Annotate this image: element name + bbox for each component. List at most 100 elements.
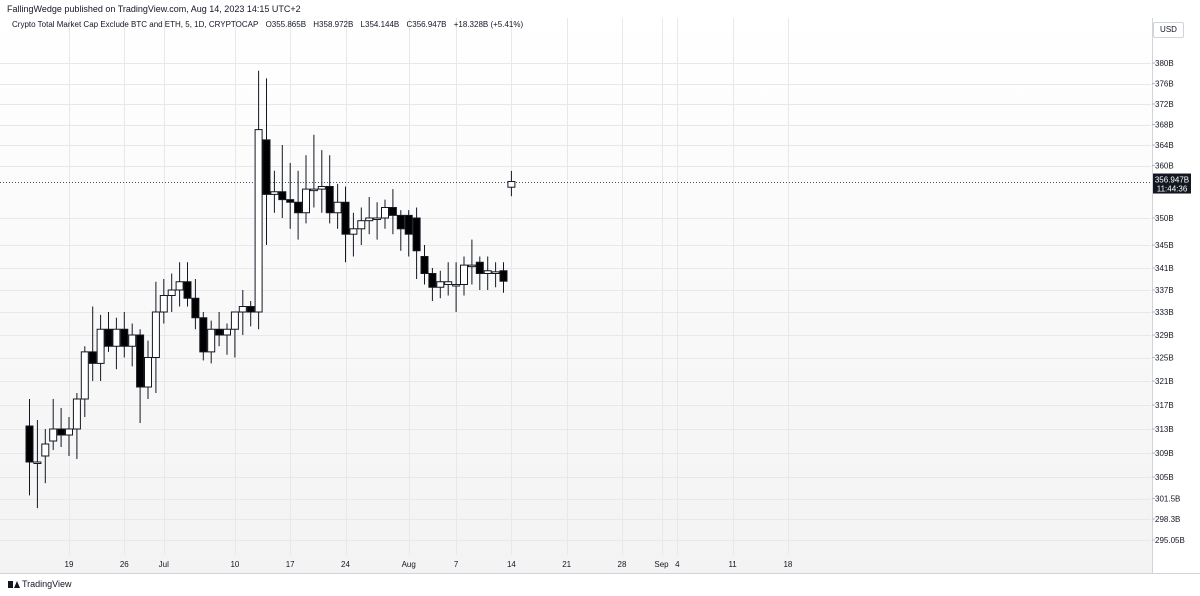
x-tick-label: 28 (618, 560, 627, 569)
candle-body[interactable] (167, 289, 176, 296)
candle-body[interactable] (65, 428, 73, 436)
candle-body[interactable] (452, 284, 461, 287)
x-tick-label: 11 (728, 560, 737, 569)
candle-body[interactable] (373, 217, 382, 220)
y-tick-label: 360B (1155, 162, 1174, 171)
y-tick-label: 309B (1155, 449, 1174, 458)
candle-body[interactable] (72, 398, 81, 430)
candle-body[interactable] (499, 270, 508, 282)
x-tick-label: 24 (341, 560, 350, 569)
candle-body[interactable] (467, 264, 476, 268)
candle-body[interactable] (420, 256, 429, 274)
x-tick-label: 4 (675, 560, 680, 569)
bar-countdown: 11:44:36 (1157, 185, 1188, 194)
candle-body[interactable] (191, 297, 200, 319)
candle-body[interactable] (175, 281, 184, 291)
candle-body[interactable] (412, 217, 421, 252)
candle-body[interactable] (159, 295, 168, 313)
candle-body[interactable] (388, 207, 397, 216)
candle-body[interactable] (144, 357, 152, 388)
candle-body[interactable] (333, 201, 342, 214)
candle-body[interactable] (286, 199, 295, 203)
last-price-value: 356.947B (1155, 176, 1189, 185)
y-tick-label: 325B (1155, 354, 1174, 363)
y-tick-label: 350B (1155, 214, 1174, 223)
candle-body[interactable] (104, 328, 113, 347)
low-value: L354.144B (360, 20, 400, 29)
candle-body[interactable] (262, 139, 271, 195)
candle-body[interactable] (96, 328, 105, 364)
x-tick-label: 18 (783, 560, 792, 569)
candle-body[interactable] (88, 351, 97, 364)
candle-body[interactable] (341, 201, 350, 235)
y-tick-label: 333B (1155, 308, 1174, 317)
y-tick-label: 368B (1155, 121, 1174, 130)
footer-brand: TradingView (22, 579, 72, 589)
currency-button[interactable]: USD (1153, 22, 1184, 38)
candle-body[interactable] (428, 273, 437, 288)
candle-body[interactable] (483, 270, 492, 274)
candle-body[interactable] (41, 443, 50, 457)
candle-body[interactable] (460, 264, 468, 285)
candle-body[interactable] (507, 181, 516, 188)
candle-body[interactable] (120, 328, 129, 347)
candle-body[interactable] (309, 188, 318, 192)
y-tick-label: 321B (1155, 377, 1174, 386)
candle-body[interactable] (128, 334, 137, 347)
y-tick-label: 317B (1155, 401, 1174, 410)
candle-body[interactable] (444, 281, 453, 285)
candle-body[interactable] (317, 186, 326, 190)
chart-background (0, 18, 1152, 573)
y-tick-label: 345B (1155, 241, 1174, 250)
candle-body[interactable] (199, 317, 208, 353)
x-tick-label: 21 (562, 560, 571, 569)
candle-body[interactable] (436, 281, 445, 288)
y-tick-label: 372B (1155, 100, 1174, 109)
candle-body[interactable] (404, 214, 413, 235)
y-tick-label: 295.05B (1155, 536, 1185, 545)
x-tick-label: Aug (402, 560, 416, 569)
candle-body[interactable] (491, 271, 500, 275)
x-tick-label: Sep (654, 560, 669, 569)
y-tick-label: 376B (1155, 80, 1174, 89)
candle-body[interactable] (270, 191, 279, 195)
x-tick-label: 17 (286, 560, 295, 569)
candle-body[interactable] (238, 306, 247, 313)
candle-body[interactable] (396, 214, 405, 230)
candle-body[interactable] (230, 311, 239, 330)
candle-body[interactable] (278, 191, 287, 201)
candle-body[interactable] (357, 220, 366, 230)
candle-body[interactable] (136, 334, 145, 388)
candle-body[interactable] (215, 328, 224, 336)
candle-body[interactable] (381, 207, 389, 219)
candle-body[interactable] (302, 188, 310, 214)
candle-body[interactable] (349, 228, 358, 235)
y-tick-label: 301.5B (1155, 495, 1180, 504)
candle-body[interactable] (151, 311, 160, 358)
candle-body[interactable] (207, 328, 216, 353)
candle-body[interactable] (246, 306, 255, 313)
footer: TradingView (0, 574, 1200, 596)
y-tick-label: 364B (1155, 141, 1174, 150)
tradingview-logo-icon (8, 580, 20, 588)
candle-body[interactable] (183, 281, 192, 299)
y-tick-label: 329B (1155, 331, 1174, 340)
x-tick-label: 26 (120, 560, 129, 569)
candle-body[interactable] (80, 351, 89, 400)
x-tick-label: 19 (65, 560, 74, 569)
candle-body[interactable] (223, 328, 231, 336)
high-value: H358.972B (313, 20, 354, 29)
candle-body[interactable] (49, 428, 58, 442)
x-tick-label: 10 (230, 560, 239, 569)
candle-body[interactable] (33, 461, 42, 464)
tradingview-logo[interactable]: TradingView (8, 579, 72, 589)
candle-body[interactable] (254, 129, 263, 313)
candle-body[interactable] (475, 261, 484, 274)
candle-body[interactable] (57, 428, 66, 436)
candle-body[interactable] (112, 328, 121, 347)
candle-body[interactable] (25, 425, 34, 463)
candle-body[interactable] (294, 201, 303, 214)
candle-body[interactable] (365, 217, 374, 222)
candle-body[interactable] (325, 186, 334, 214)
